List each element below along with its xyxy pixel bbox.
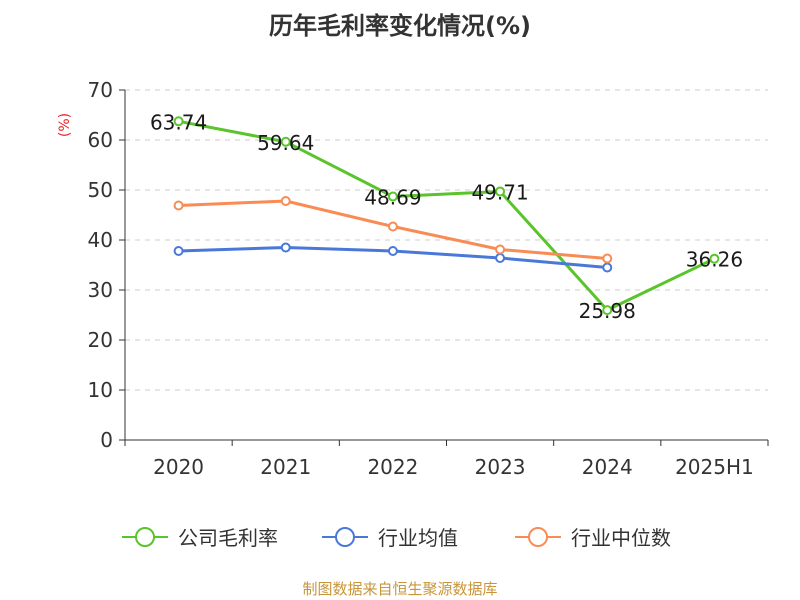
data-point [280, 136, 291, 147]
legend-label: 公司毛利率 [178, 526, 278, 550]
data-label: 36.26 [686, 248, 743, 272]
legend-marker-icon [335, 527, 355, 547]
legend-label: 行业均值 [378, 526, 458, 550]
series-lines [173, 116, 720, 316]
y-axis-unit: (%) [57, 113, 73, 137]
legend-marker-icon [528, 527, 548, 547]
y-tick-label: 0 [100, 428, 113, 452]
data-point [173, 200, 184, 211]
chart-title: 历年毛利率变化情况(%) [269, 12, 531, 40]
series-line-1 [178, 119, 716, 312]
y-tick-label: 20 [88, 328, 113, 352]
data-point [709, 253, 720, 264]
data-label: 48.69 [364, 186, 421, 210]
x-tick-label: 2024 [582, 455, 633, 479]
x-tick-label: 2021 [260, 455, 311, 479]
y-tick-label: 30 [88, 278, 113, 302]
legend: 公司毛利率 行业均值 行业中位数 [122, 526, 671, 550]
data-point [173, 116, 184, 127]
data-point [387, 191, 398, 202]
data-point [495, 244, 506, 255]
legend-label: 行业中位数 [571, 526, 671, 550]
data-point [602, 253, 613, 264]
data-point [387, 246, 398, 256]
data-point [602, 262, 613, 273]
x-tick-label: 2022 [367, 455, 418, 479]
y-tick-label: 60 [88, 128, 113, 152]
y-tick-label: 10 [88, 378, 113, 402]
source-note: 制图数据来自恒生聚源数据库 [302, 580, 498, 598]
grid-lines [125, 89, 768, 391]
data-label: 63.74 [150, 110, 207, 134]
data-point [173, 246, 184, 256]
y-tick-label: 50 [88, 178, 113, 202]
x-tick-label: 2023 [475, 455, 526, 479]
data-label: 25.98 [579, 299, 636, 323]
x-tick-label: 2025H1 [675, 455, 754, 479]
data-point [280, 196, 291, 206]
data-point [387, 221, 398, 232]
y-tick-label: 70 [88, 78, 113, 102]
data-label: 59.64 [257, 131, 314, 155]
data-label: 49.71 [471, 180, 528, 204]
axes: 0 10 20 30 40 50 60 70 (%) 2020 2021 2022 2023 2024 20… [57, 78, 769, 479]
data-point [602, 305, 613, 316]
y-tick-label: 40 [88, 228, 113, 252]
data-point [495, 186, 506, 197]
data-point [495, 253, 506, 263]
data-point [280, 242, 291, 253]
legend-marker-icon [135, 527, 155, 547]
x-tick-label: 2020 [153, 455, 204, 479]
data-labels: 63.74 59.64 48.69 49.71 25.98 36.26 [150, 110, 743, 323]
